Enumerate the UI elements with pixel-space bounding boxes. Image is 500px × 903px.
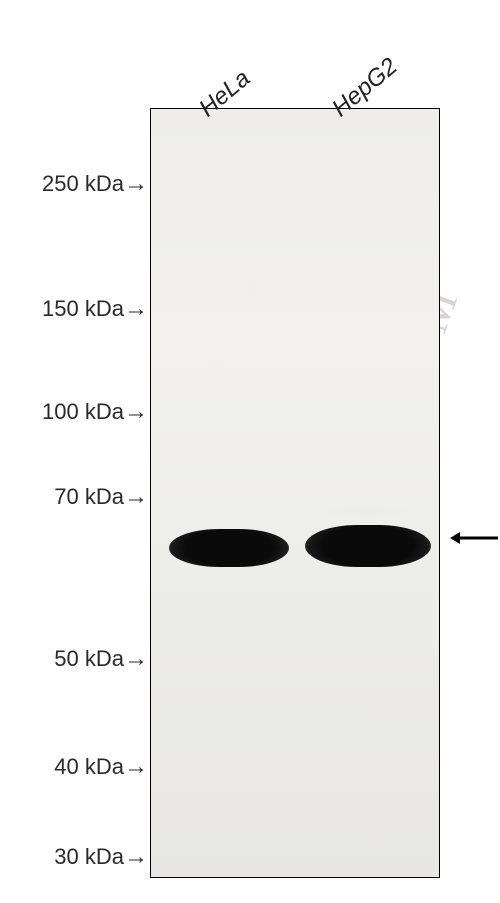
arrow-right-icon: → — [124, 843, 148, 870]
arrow-right-icon: → — [124, 398, 148, 425]
arrow-right-icon: → — [124, 753, 148, 780]
mw-marker-30: 30 kDa→ — [54, 843, 148, 871]
arrow-right-icon: → — [124, 645, 148, 672]
mw-marker-150: 150 kDa→ — [42, 295, 148, 323]
arrow-right-icon: → — [124, 483, 148, 510]
blot-smudge — [181, 351, 251, 381]
protein-band-lane0 — [169, 529, 289, 567]
mw-marker-100: 100 kDa→ — [42, 398, 148, 426]
mw-marker-250: 250 kDa→ — [42, 170, 148, 198]
mw-marker-70: 70 kDa→ — [54, 483, 148, 511]
blot-smudge — [311, 501, 421, 521]
mw-marker-50: 50 kDa→ — [54, 645, 148, 673]
target-band-arrow-icon — [448, 526, 500, 550]
arrow-right-icon: → — [124, 295, 148, 322]
mw-marker-40: 40 kDa→ — [54, 753, 148, 781]
protein-band-lane1 — [305, 525, 431, 567]
blot-membrane — [150, 108, 440, 878]
arrow-right-icon: → — [124, 170, 148, 197]
blot-smudge — [236, 266, 266, 316]
western-blot-figure: WWW.PTGLAB.COM HeLa HepG2 250 kDa→ 150 k… — [0, 0, 500, 903]
